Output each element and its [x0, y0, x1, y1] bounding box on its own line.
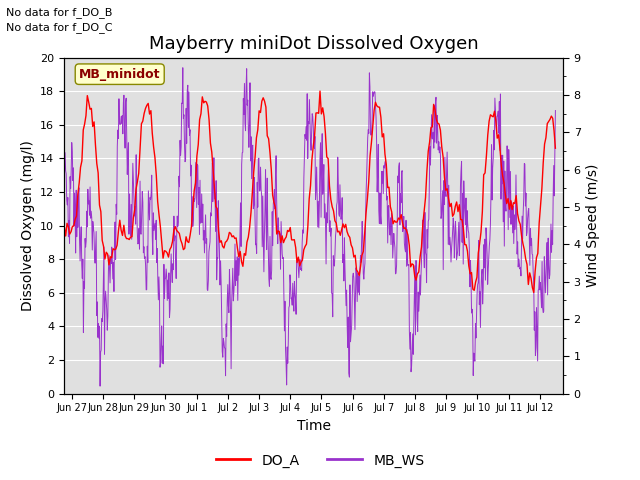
- Text: MB_minidot: MB_minidot: [79, 68, 161, 81]
- Title: Mayberry miniDot Dissolved Oxygen: Mayberry miniDot Dissolved Oxygen: [148, 35, 479, 53]
- Text: No data for f_DO_B: No data for f_DO_B: [6, 7, 113, 18]
- Y-axis label: Wind Speed (m/s): Wind Speed (m/s): [586, 164, 600, 288]
- Text: No data for f_DO_C: No data for f_DO_C: [6, 22, 113, 33]
- Y-axis label: Dissolved Oxygen (mg/l): Dissolved Oxygen (mg/l): [20, 140, 35, 311]
- Legend: DO_A, MB_WS: DO_A, MB_WS: [210, 448, 430, 473]
- X-axis label: Time: Time: [296, 419, 331, 433]
